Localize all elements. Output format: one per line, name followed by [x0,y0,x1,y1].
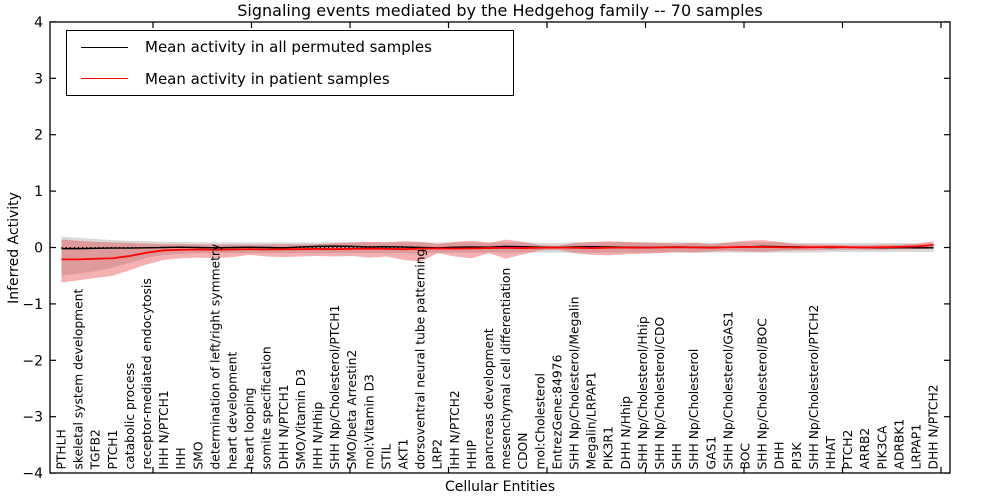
x-category-label: ADRBK1 [892,419,906,470]
x-category-label: heart looping [243,388,257,470]
x-category-label: SHH Np/Cholesterol/BOC [756,318,770,469]
x-category-label: heart development [226,352,240,470]
x-category-label: IHH [174,447,188,469]
x-category-label: DHH N/Hhip [619,396,633,470]
y-tick-label: 4 [34,15,43,31]
x-category-label: HHIP [465,440,479,470]
x-category-label: SMO/Vitamin D3 [294,369,308,470]
x-category-label: PI3K [790,442,804,470]
x-category-label: SHH Np/Cholesterol/Megalin [568,296,582,469]
x-category-label: receptor-mediated endocytosis [140,278,154,469]
x-category-label: DHH N/PTCH2 [927,384,941,469]
y-tick-label: 0 [34,241,43,257]
series-line-patient [61,244,934,261]
band-permuted-samples-spread [61,236,934,276]
x-category-label: BOC [739,443,753,470]
y-tick-label: −4 [22,466,43,482]
patient-line-swatch [81,78,128,80]
x-category-label: somite specification [260,346,274,469]
x-category-label: dorsoventral neural tube patterning [414,249,428,470]
y-tick-label: −3 [22,410,43,426]
x-category-label: EntrezGene:84976 [550,354,564,469]
legend: Mean activity in all permuted samples Me… [66,30,514,96]
x-category-label: PTHLH [55,429,69,469]
x-category-label: DHH [773,442,787,470]
x-category-label: SHH [670,443,684,469]
x-category-label: SHH Np/Cholesterol/Hhip [636,316,650,469]
y-tick-label: −1 [22,297,43,313]
x-category-label: SHH Np/Cholesterol/PTCH1 [328,305,342,470]
x-category-label: catabolic process [123,363,137,470]
x-category-label: PTCH2 [841,430,855,470]
x-category-label: GAS1 [704,436,718,470]
x-category-label: HHAT [824,436,838,470]
x-category-label: SHH Np/Cholesterol/PTCH2 [807,305,821,470]
x-category-label: skeletal system development [72,289,86,470]
x-category-label: SHH Np/Cholesterol/CDO [653,317,667,470]
y-tick-label: 3 [34,71,43,87]
x-category-label: pancreas development [482,328,496,469]
x-category-label: SHH Np/Cholesterol/GAS1 [721,311,735,469]
legend-item-patient: Mean activity in patient samples [67,64,513,94]
x-category-label: TGFB2 [89,429,103,470]
x-category-label: SMO [191,441,205,469]
x-category-label: mol:Cholesterol [533,373,547,469]
x-category-label: LRP2 [431,439,445,470]
y-tick-label: −2 [22,353,43,369]
y-tick-label: 2 [34,128,43,144]
chart-title: Signaling events mediated by the Hedgeho… [237,1,763,20]
x-category-label: ARRB2 [858,428,872,470]
x-category-label: AKT1 [397,439,411,470]
band-patient-samples-spread [61,239,934,283]
legend-label-permuted: Mean activity in all permuted samples [145,38,432,57]
x-category-label: LRPAP1 [910,424,924,470]
x-axis-label: Cellular Entities [444,479,556,495]
legend-item-permuted: Mean activity in all permuted samples [67,32,513,62]
x-category-label: SHH Np/Cholesterol [687,349,701,470]
x-category-label: STIL [379,444,393,470]
x-category-label: IHH N/PTCH1 [157,390,171,469]
x-category-label: DHH N/PTCH1 [277,384,291,469]
x-category-label: PIK3CA [875,425,889,470]
x-category-label: PIK3R1 [602,426,616,469]
y-tick-label: 1 [34,184,43,200]
x-category-label: PTCH1 [106,430,120,470]
legend-label-patient: Mean activity in patient samples [145,69,390,88]
x-category-label: mol:Vitamin D3 [362,374,376,469]
x-category-label: determination of left/right symmetry [208,244,222,470]
x-category-label: CDON [516,433,530,470]
x-category-label: IHH N/PTCH2 [448,390,462,469]
x-category-label: Megalin/LRPAP1 [585,372,599,470]
x-category-label: SMO/beta Arrestin2 [345,350,359,470]
permuted-line-swatch [81,46,128,48]
x-category-label: mesenchymal cell differentiation [499,268,513,470]
x-category-label: IHH N/Hhip [311,402,325,470]
